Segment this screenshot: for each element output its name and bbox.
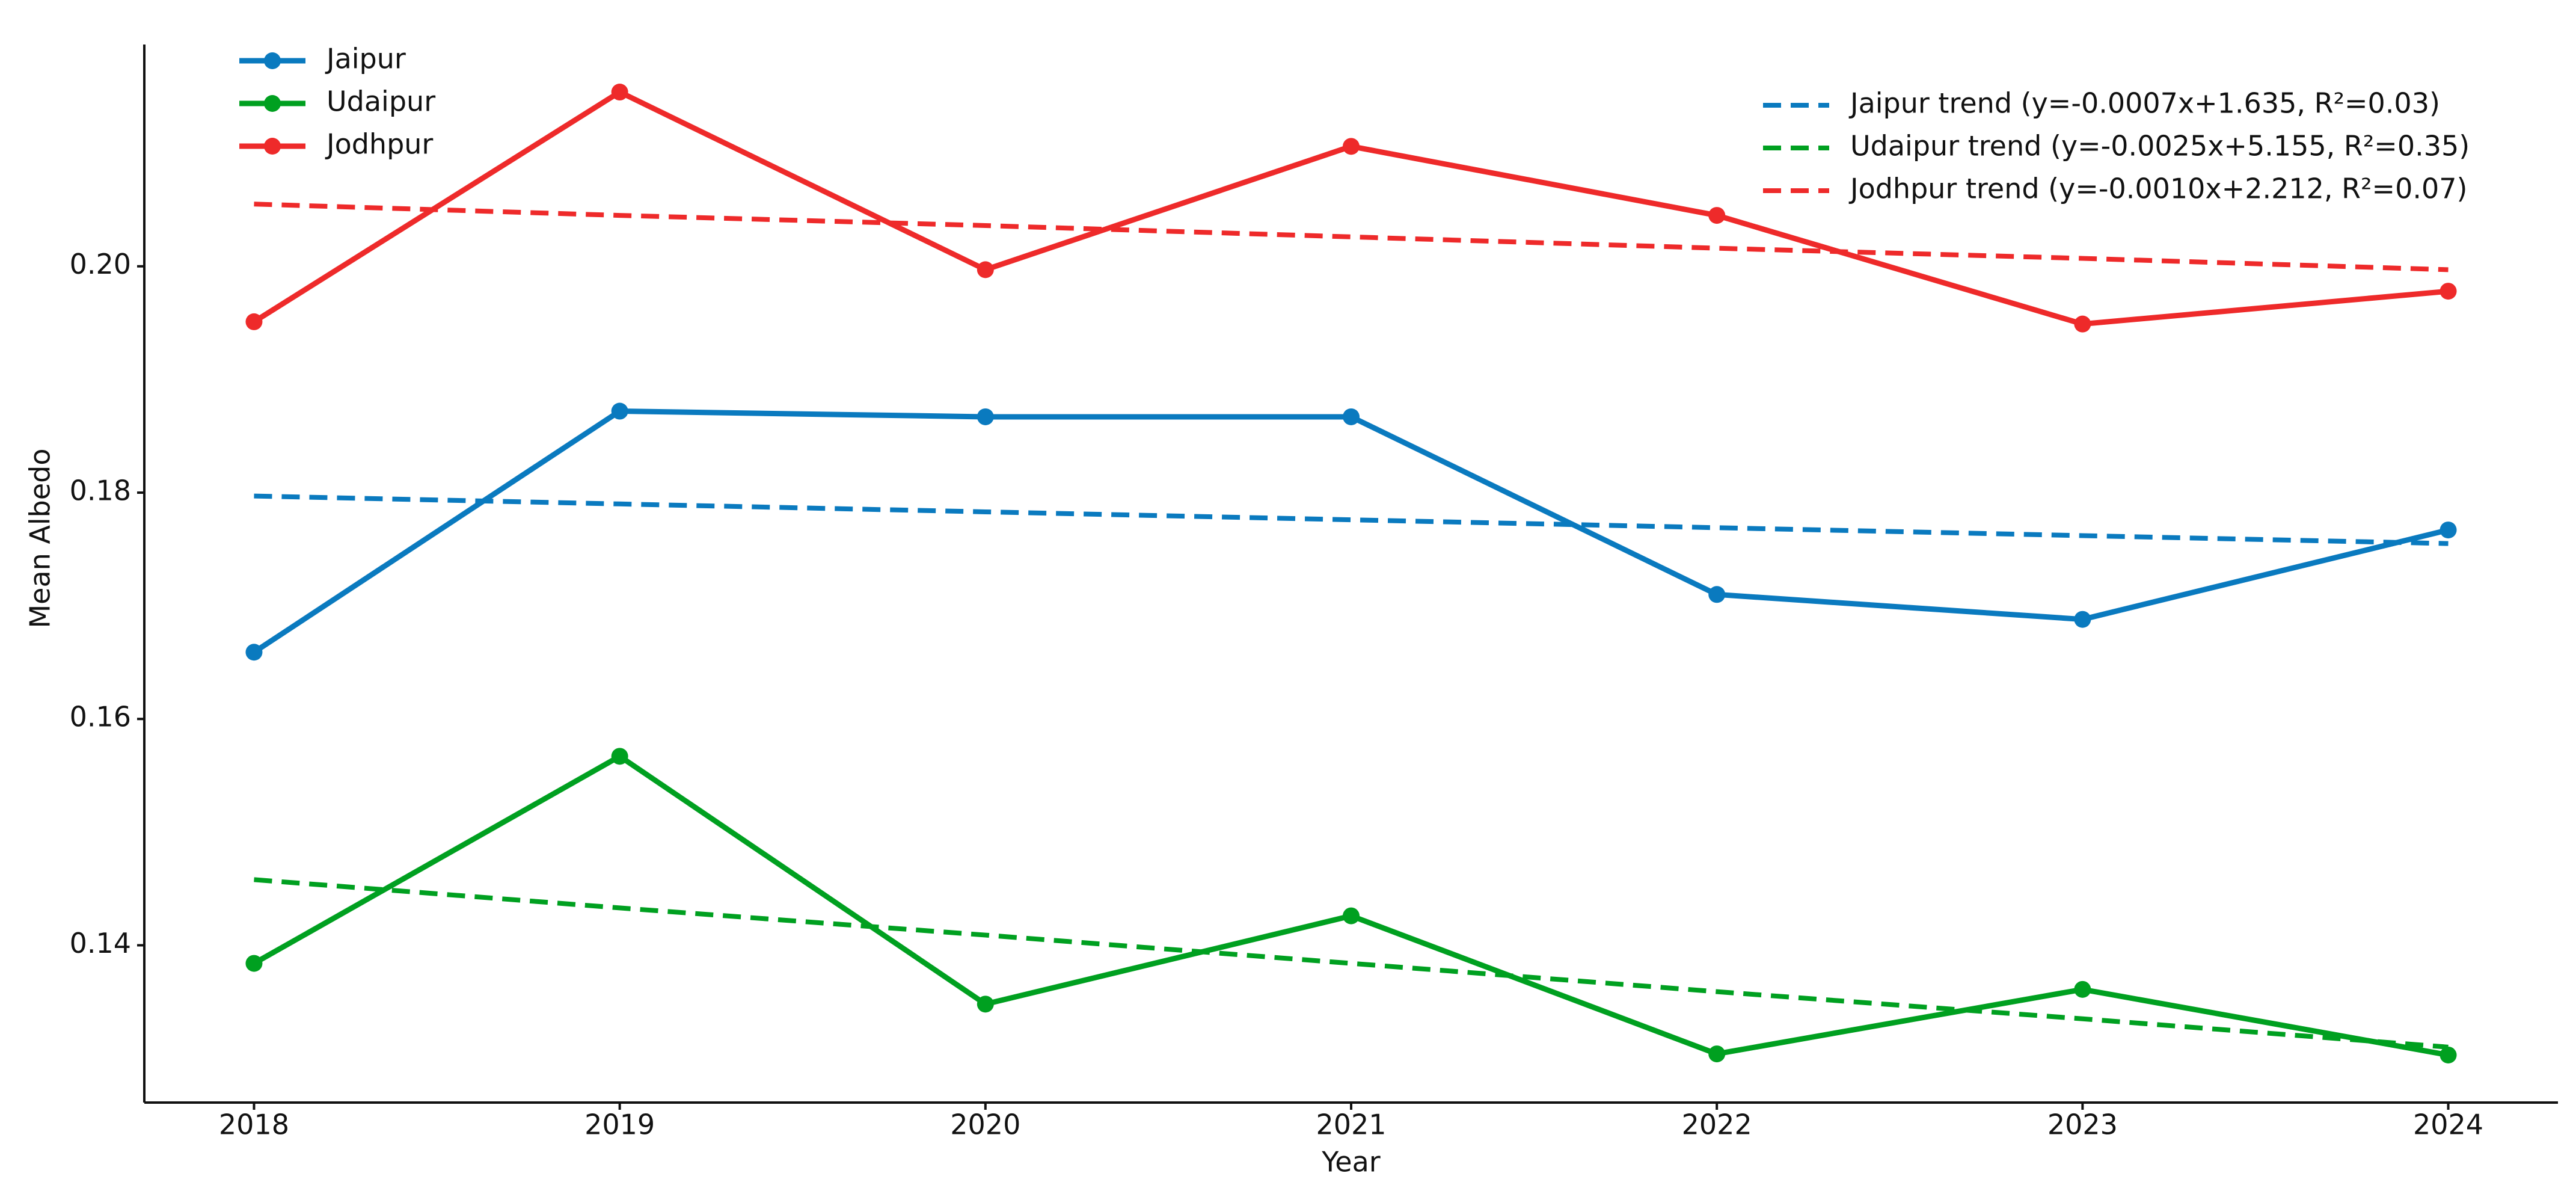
marker: [611, 402, 628, 420]
trend-line: [254, 493, 2449, 546]
y-tick-label: 0.20: [70, 248, 131, 280]
marker: [977, 408, 994, 425]
y-tick-label: 0.18: [70, 474, 131, 506]
marker: [611, 84, 628, 101]
marker: [2074, 980, 2091, 998]
y-tick-label: 0.14: [70, 927, 131, 959]
x-tick-label: 2021: [1316, 1109, 1386, 1141]
x-axis-label: Year: [1321, 1146, 1380, 1178]
marker: [1343, 408, 1360, 425]
marker: [1708, 207, 1726, 224]
marker: [1343, 138, 1360, 155]
marker: [1708, 586, 1726, 603]
x-tick-label: 2023: [2047, 1109, 2118, 1141]
y-axis-label: Mean Albedo: [24, 448, 57, 628]
x-tick-label: 2018: [219, 1109, 289, 1141]
marker: [2440, 1046, 2457, 1063]
marker: [977, 995, 994, 1013]
series-line: [252, 408, 2449, 655]
series-line: [253, 89, 2449, 327]
x-tick-label: 2022: [1682, 1109, 1752, 1141]
marker: [245, 644, 263, 661]
legend-marker: [264, 138, 281, 155]
trend-line: [254, 202, 2449, 272]
legend-label: Jodhpur trend (y=-0.0010x+2.212, R²=0.07…: [1848, 173, 2467, 205]
legend-marker: [264, 95, 281, 112]
legend-label: Jaipur trend (y=-0.0007x+1.635, R²=0.03): [1848, 87, 2440, 120]
legend-marker: [264, 52, 281, 69]
marker: [1708, 1045, 1726, 1063]
legend-label: Udaipur trend (y=-0.0025x+5.155, R²=0.35…: [1850, 130, 2470, 162]
legend-label: Jodhpur: [325, 128, 433, 161]
series-line: [253, 753, 2449, 1058]
y-tick-label: 0.16: [70, 701, 131, 733]
legend-label: Jaipur: [325, 43, 406, 75]
marker: [245, 313, 263, 330]
marker: [2440, 522, 2457, 539]
x-tick-label: 2020: [950, 1109, 1020, 1141]
marker: [1343, 907, 1360, 925]
marker: [245, 955, 263, 972]
x-tick-label: 2019: [584, 1109, 655, 1141]
marker: [611, 748, 628, 765]
legend-label: Udaipur: [327, 85, 435, 118]
trend-line: [254, 877, 2449, 1050]
marker: [2440, 283, 2457, 300]
marker: [2074, 315, 2091, 333]
marker: [977, 261, 994, 278]
x-tick-label: 2024: [2413, 1109, 2483, 1141]
marker: [2074, 611, 2091, 628]
